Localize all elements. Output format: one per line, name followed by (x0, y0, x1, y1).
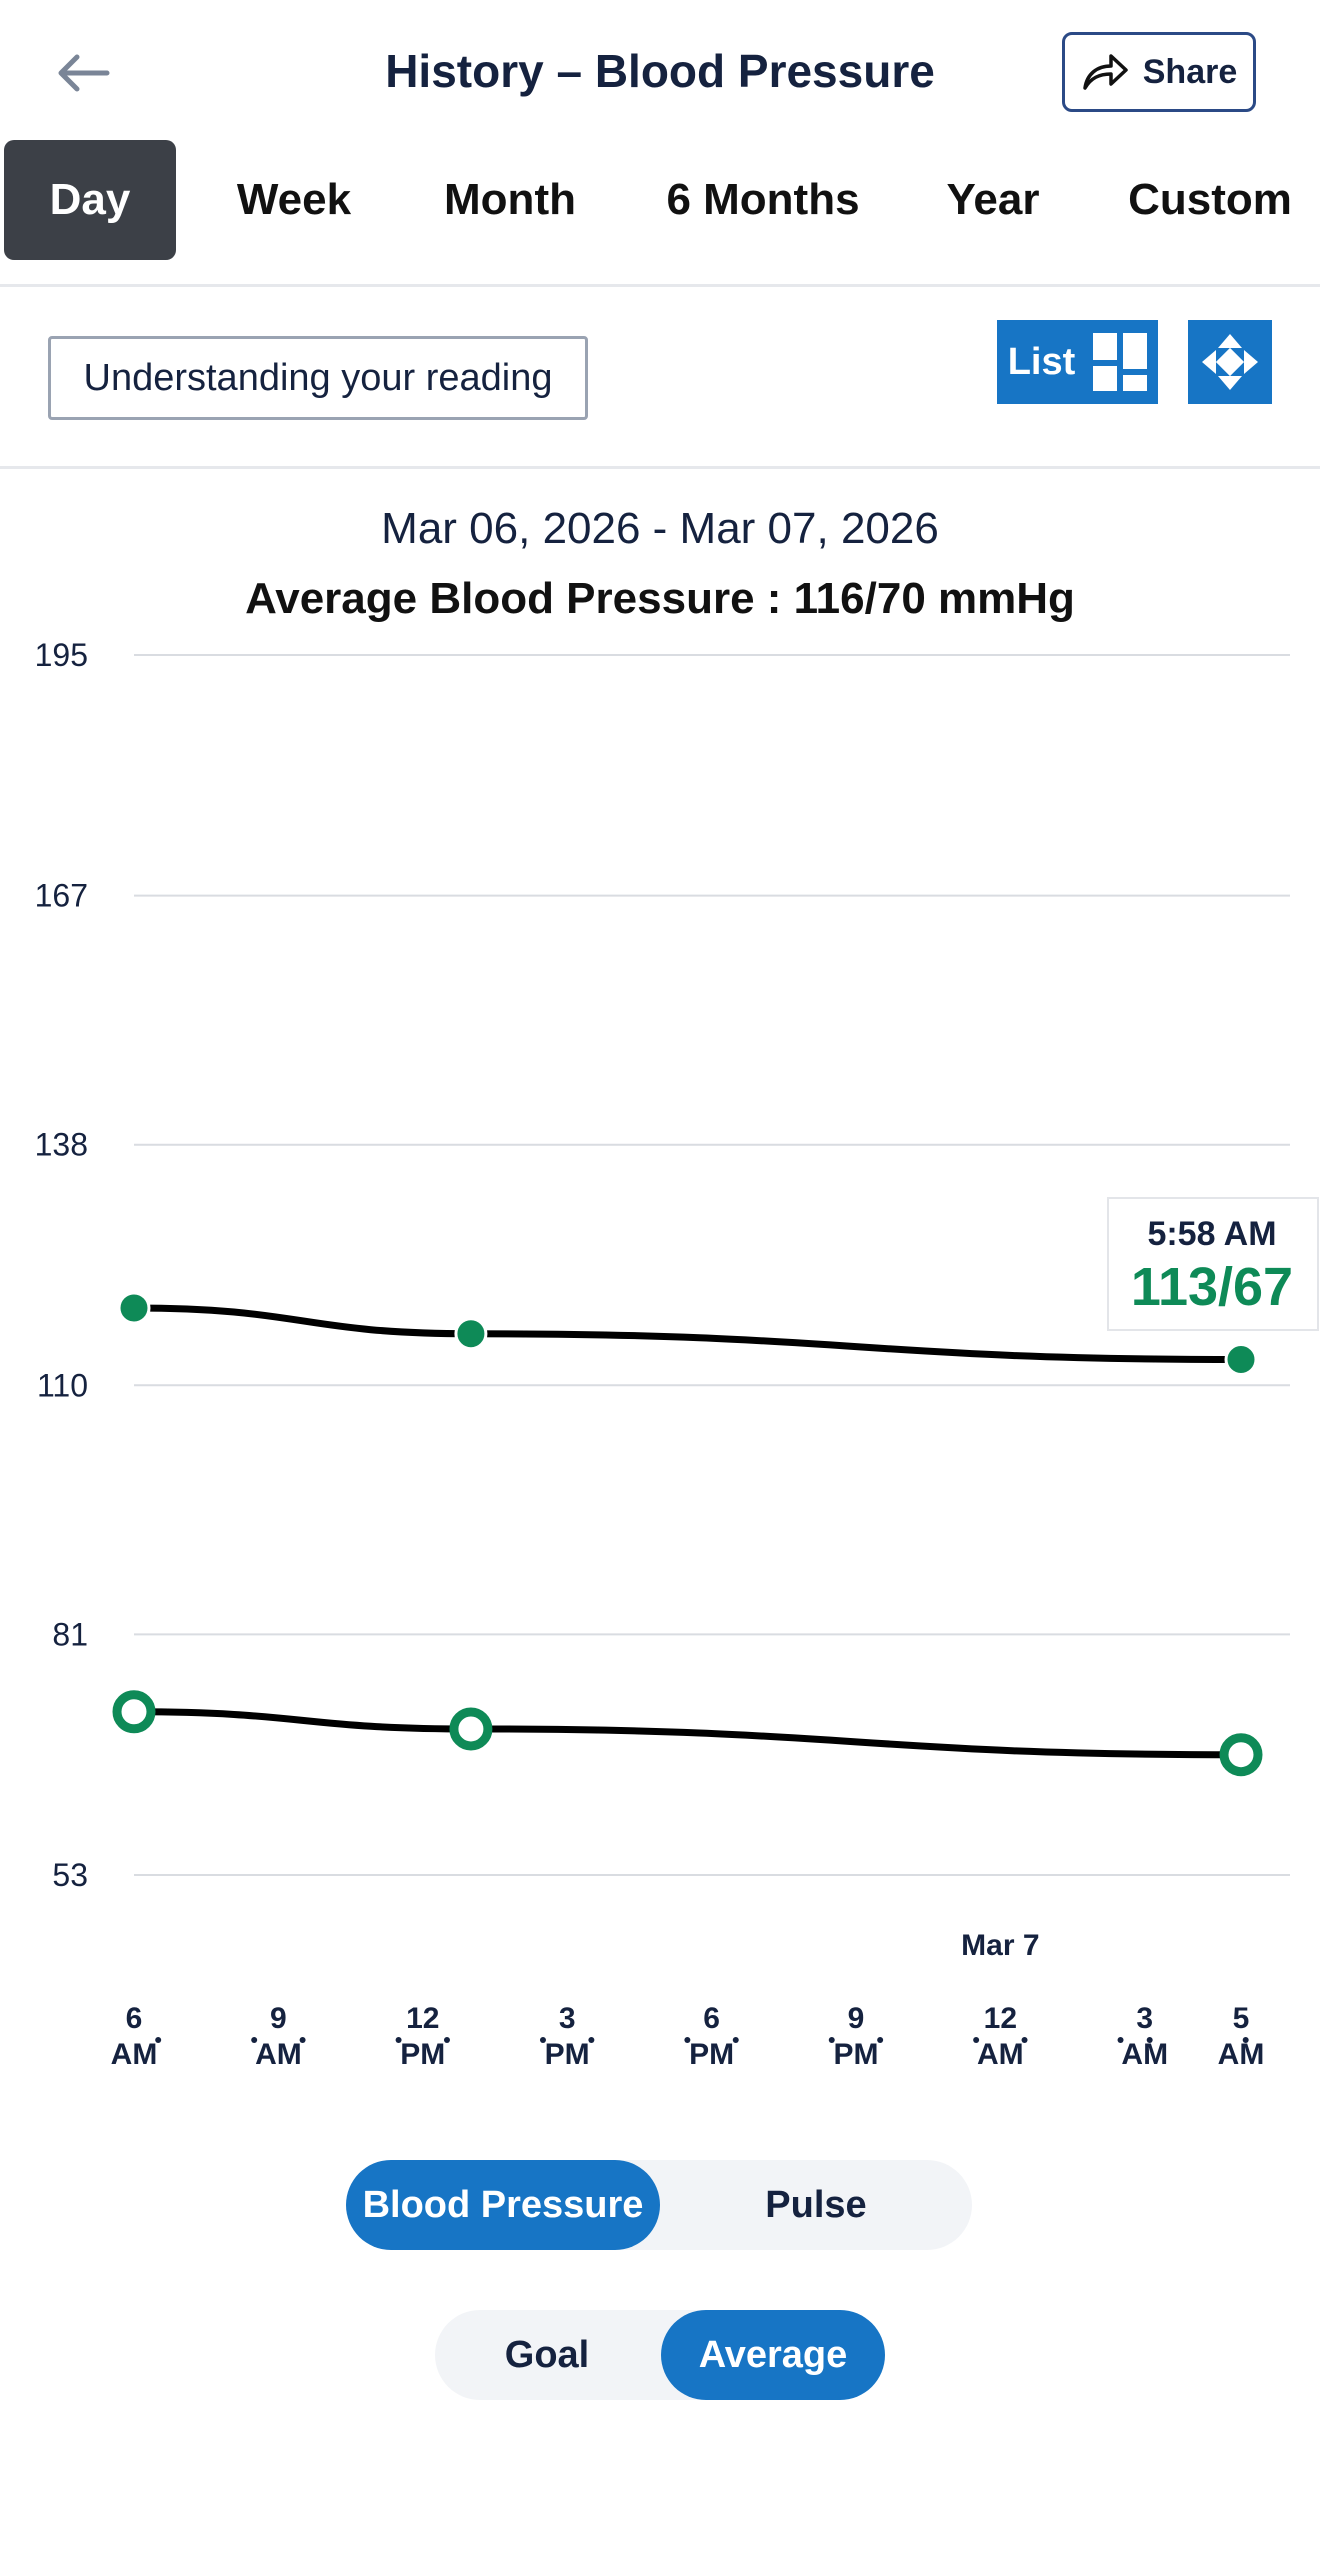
x-tick-label: AM (1218, 2038, 1265, 2071)
date-range: Mar 06, 2026 - Mar 07, 2026 (381, 504, 939, 553)
metric-toggle: Blood Pressure Pulse (346, 2160, 972, 2250)
toggle-average[interactable]: Average (661, 2310, 885, 2400)
tooltip-value: 113/67 (1131, 1257, 1293, 1317)
y-tick-label: 167 (35, 878, 88, 914)
tab-year[interactable]: Year (946, 175, 1040, 224)
period-tabs: Day Week Month 6 Months Year Custom (0, 140, 1320, 260)
tab-month[interactable]: Month (444, 175, 576, 224)
x-tick-label: AM (255, 2038, 302, 2071)
x-tick-label: 12 (984, 2002, 1017, 2035)
x-tick-label: 6 (703, 2002, 720, 2035)
list-view-button[interactable]: List (997, 320, 1158, 404)
minor-tick-dot (973, 2037, 980, 2043)
tooltip-box (1107, 1197, 1319, 1331)
tab-custom[interactable]: Custom (1128, 175, 1292, 224)
x-tick-label: AM (111, 2038, 158, 2071)
tooltip-time: 5:58 AM (1147, 1215, 1276, 1253)
share-label: Share (1142, 52, 1238, 91)
x-tick-label: PM (545, 2038, 590, 2071)
list-label: List (1007, 340, 1076, 383)
toggle-blood-pressure[interactable]: Blood Pressure (346, 2160, 660, 2250)
share-button[interactable]: Share (1062, 32, 1256, 112)
diastolic-point (1219, 1733, 1263, 1777)
divider (0, 466, 1320, 469)
x-tick-label: 9 (848, 2002, 865, 2035)
x-tick-label: AM (1121, 2038, 1168, 2071)
fullscreen-move-button[interactable] (1188, 320, 1272, 404)
x-tick-label: 3 (1136, 2002, 1153, 2035)
x-tick-label: 12 (406, 2002, 439, 2035)
minor-tick-dot (877, 2037, 884, 2043)
date-marker-label: Mar 7 (961, 1929, 1039, 1962)
minor-tick-dot (1146, 2037, 1153, 2043)
x-tick-label: PM (689, 2038, 734, 2071)
y-tick-label: 110 (37, 1367, 88, 1403)
header: History – Blood Pressure Share (0, 0, 1320, 140)
toggle-pulse[interactable]: Pulse (765, 2183, 867, 2226)
minor-tick-dot (1021, 2037, 1028, 2043)
x-tick-label: 5 (1233, 2002, 1250, 2035)
move-arrows-icon (1202, 334, 1258, 390)
minor-tick-dot (828, 2037, 835, 2043)
minor-tick-dot (251, 2037, 258, 2043)
reference-toggle: Goal Average (435, 2310, 885, 2400)
back-arrow-icon (58, 54, 110, 92)
systolic-point (1224, 1343, 1258, 1377)
x-tick-label: 3 (559, 2002, 576, 2035)
y-tick-label: 81 (52, 1616, 88, 1652)
diastolic-point (112, 1690, 156, 1734)
share-icon (1083, 54, 1128, 90)
tab-day[interactable]: Day (4, 140, 176, 260)
minor-tick-dot (299, 2037, 306, 2043)
systolic-point (117, 1291, 151, 1325)
series-line-systolic (130, 1304, 1245, 1364)
y-tick-label: 195 (35, 637, 88, 673)
understanding-reading-button[interactable]: Understanding your reading (48, 336, 588, 420)
diastolic-point (449, 1707, 493, 1751)
series-line-diastolic (130, 1708, 1245, 1759)
minor-tick-dot (155, 2037, 162, 2043)
x-tick-label: 6 (126, 2002, 143, 2035)
minor-tick-dot (539, 2037, 546, 2043)
y-tick-label: 53 (52, 1857, 88, 1893)
minor-tick-dot (1242, 2037, 1249, 2043)
minor-tick-dot (443, 2037, 450, 2043)
toggle-goal[interactable]: Goal (504, 2333, 590, 2376)
back-button[interactable] (48, 38, 118, 108)
minor-tick-dot (732, 2037, 739, 2043)
tab-week[interactable]: Week (236, 175, 352, 224)
x-tick-label: PM (400, 2038, 445, 2071)
page-title: History – Blood Pressure (385, 45, 935, 97)
grid-layout-icon (1093, 333, 1148, 391)
minor-tick-dot (395, 2037, 402, 2043)
x-tick-label: 9 (270, 2002, 287, 2035)
x-tick-label: PM (833, 2038, 878, 2071)
minor-tick-dot (684, 2037, 691, 2043)
minor-tick-dot (588, 2037, 595, 2043)
systolic-point (454, 1317, 488, 1351)
y-tick-label: 138 (35, 1127, 88, 1163)
divider (0, 284, 1320, 287)
tab-6-months[interactable]: 6 Months (666, 175, 860, 224)
average-blood-pressure: Average Blood Pressure : 116/70 mmHg (245, 574, 1075, 623)
minor-tick-dot (1117, 2037, 1124, 2043)
x-tick-label: AM (977, 2038, 1024, 2071)
